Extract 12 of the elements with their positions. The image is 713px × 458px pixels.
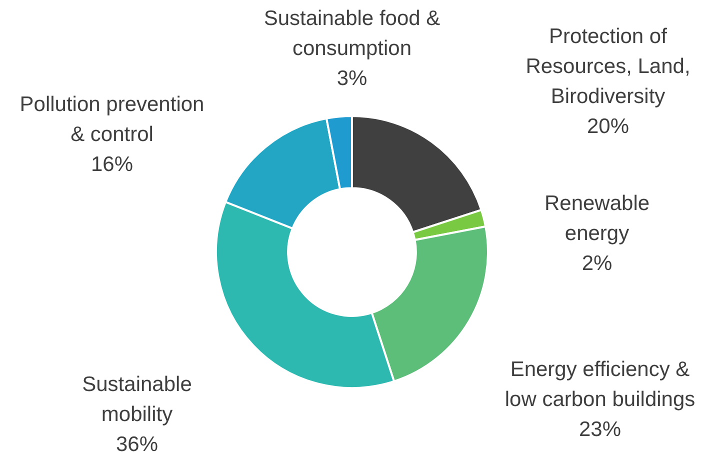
data-label: 20%: [586, 114, 630, 138]
data-label: 2%: [582, 252, 612, 275]
slice-label: Pollution prevention & control: [20, 92, 204, 146]
data-label: 16%: [90, 152, 134, 176]
data-label: 3%: [336, 66, 368, 90]
slice-label: Renewable energy: [544, 192, 650, 245]
slice-label: Sustainable food & consumption: [264, 6, 440, 60]
slice-label: Protection of Resources, Land, Birodiversity: [526, 24, 690, 108]
data-label: 36%: [116, 432, 158, 456]
slice-label: Energy efficiency & low carbon buildings: [504, 358, 696, 411]
data-label: 23%: [578, 418, 622, 441]
slice-label: Sustainable mobility: [82, 372, 192, 426]
